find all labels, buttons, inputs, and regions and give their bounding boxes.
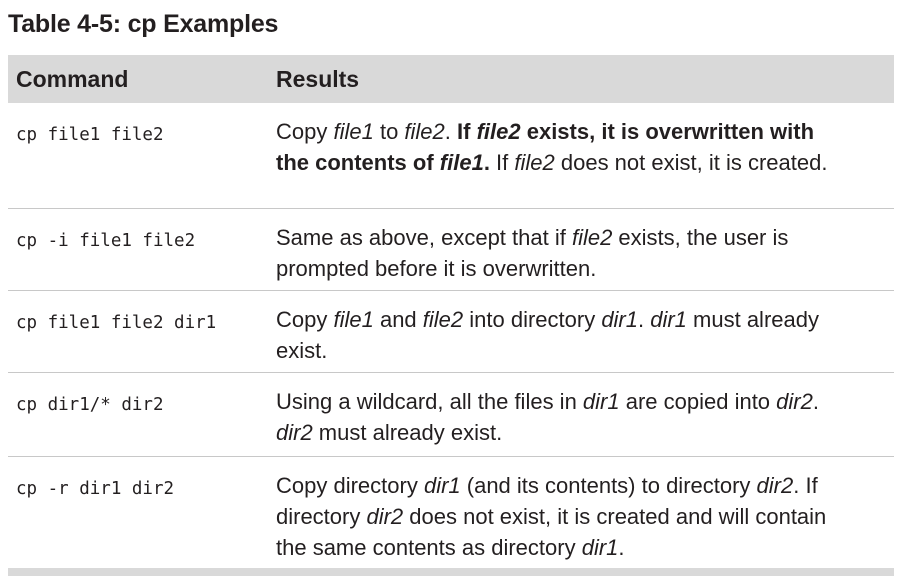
table-row: cp file1 file2 Copy file1 to file2. If f… — [8, 103, 894, 209]
result-cell: Using a wildcard, all the files in dir1 … — [276, 389, 819, 445]
result-cell: Same as above, except that if file2 exis… — [276, 225, 789, 281]
cp-examples-table: Command Results cp file1 file2 Copy file… — [8, 55, 894, 576]
result-cell: Copy directory dir1 (and its contents) t… — [276, 473, 827, 560]
command-cell: cp -i file1 file2 — [16, 231, 196, 251]
command-cell: cp file1 file2 dir1 — [16, 313, 217, 333]
table-row: cp file1 file2 dir1 Copy file1 and file2… — [8, 291, 894, 373]
table-row: cp dir1/* dir2 Using a wildcard, all the… — [8, 373, 894, 457]
table-caption: Table 4-5: cp Examples — [8, 10, 279, 38]
result-cell: Copy file1 to file2. If file2 exists, it… — [276, 119, 828, 175]
command-cell: cp -r dir1 dir2 — [16, 479, 175, 499]
table-header: Command Results — [8, 55, 894, 103]
table-row: cp -i file1 file2 Same as above, except … — [8, 209, 894, 291]
command-cell: cp file1 file2 — [16, 125, 164, 145]
column-header-command: Command — [16, 66, 129, 92]
command-cell: cp dir1/* dir2 — [16, 395, 164, 415]
table-row: cp -r dir1 dir2 Copy directory dir1 (and… — [8, 457, 894, 576]
result-cell: Copy file1 and file2 into directory dir1… — [276, 307, 819, 363]
column-header-results: Results — [276, 66, 360, 92]
